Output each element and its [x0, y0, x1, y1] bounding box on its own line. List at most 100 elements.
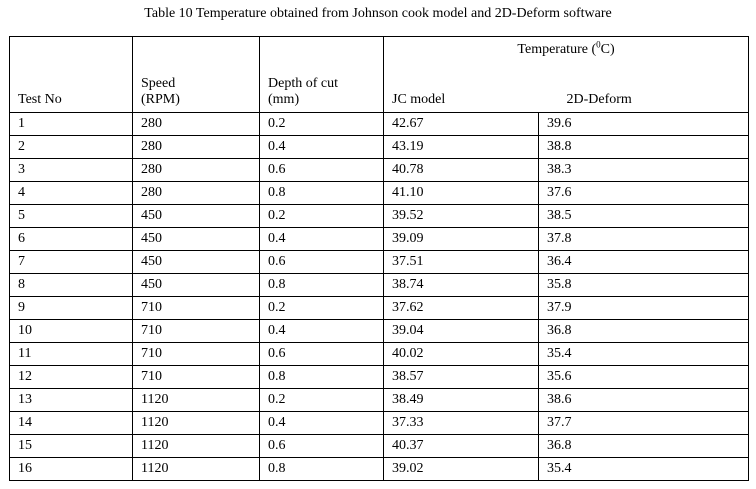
jc-model-cell: 39.04 [383, 319, 539, 343]
table-row: 13 1120 0.2 38.49 38.6 [9, 388, 750, 412]
deform-cell: 39.6 [537, 112, 750, 136]
depth-cell: 0.2 [259, 112, 384, 136]
table-row: 11 710 0.6 40.02 35.4 [9, 342, 750, 366]
header-jc-model: JC model [383, 63, 539, 113]
depth-cell: 0.4 [259, 411, 384, 435]
table-row: 14 1120 0.4 37.33 37.7 [9, 411, 750, 435]
header-speed: Speed (RPM) [132, 36, 260, 113]
header-temperature-prefix: Temperature ( [517, 42, 597, 57]
header-row-top: Test No Speed (RPM) Depth of cut (mm) Te… [9, 36, 750, 113]
deform-cell: 38.8 [537, 135, 750, 159]
jc-model-cell: 40.02 [383, 342, 539, 366]
header-2d-deform: 2D-Deform [538, 63, 750, 113]
header-depth-label: Depth of cut [268, 76, 338, 91]
speed-cell: 1120 [132, 434, 260, 458]
table-row: 7 450 0.6 37.51 36.4 [9, 250, 750, 274]
header-speed-unit: (RPM) [141, 92, 180, 107]
header-speed-label: Speed [141, 76, 176, 91]
depth-cell: 0.4 [259, 319, 384, 343]
jc-model-cell: 39.02 [383, 457, 539, 481]
deform-cell: 37.7 [537, 411, 750, 435]
table-row: 10 710 0.4 39.04 36.8 [9, 319, 750, 343]
depth-cell: 0.2 [259, 296, 384, 320]
jc-model-cell: 39.52 [383, 204, 539, 228]
header-test-no-label: Test No [18, 92, 62, 107]
depth-cell: 0.6 [259, 158, 384, 182]
speed-cell: 710 [132, 319, 260, 343]
table-row: 16 1120 0.8 39.02 35.4 [9, 457, 750, 481]
depth-cell: 0.8 [259, 365, 384, 389]
test-no-cell: 7 [9, 250, 133, 274]
speed-cell: 450 [132, 227, 260, 251]
deform-cell: 36.8 [537, 319, 750, 343]
jc-model-cell: 38.49 [383, 388, 539, 412]
deform-cell: 36.4 [537, 250, 750, 274]
deform-cell: 35.8 [537, 273, 750, 297]
table-row: 15 1120 0.6 40.37 36.8 [9, 434, 750, 458]
table-row: 4 280 0.8 41.10 37.6 [9, 181, 750, 205]
speed-cell: 1120 [132, 411, 260, 435]
deform-cell: 35.4 [537, 457, 750, 481]
speed-cell: 710 [132, 296, 260, 320]
test-no-cell: 2 [9, 135, 133, 159]
table-row: 9 710 0.2 37.62 37.9 [9, 296, 750, 320]
depth-cell: 0.4 [259, 227, 384, 251]
header-temperature-suffix: C) [600, 42, 615, 57]
test-no-cell: 3 [9, 158, 133, 182]
header-depth-of-cut: Depth of cut (mm) [259, 36, 384, 113]
deform-cell: 38.3 [537, 158, 750, 182]
deform-cell: 37.8 [537, 227, 750, 251]
table-body: 1 280 0.2 42.67 39.6 2 280 0.4 43.19 38.8 3 280 0.6 4… [9, 112, 750, 481]
jc-model-cell: 41.10 [383, 181, 539, 205]
test-no-cell: 6 [9, 227, 133, 251]
jc-model-cell: 38.74 [383, 273, 539, 297]
header-test-no: Test No [9, 36, 133, 113]
test-no-cell: 10 [9, 319, 133, 343]
deform-cell: 37.6 [537, 181, 750, 205]
speed-cell: 1120 [132, 388, 260, 412]
depth-cell: 0.4 [259, 135, 384, 159]
jc-model-cell: 37.62 [383, 296, 539, 320]
depth-cell: 0.8 [259, 273, 384, 297]
table-caption: Table 10 Temperature obtained from Johns… [144, 6, 612, 21]
test-no-cell: 5 [9, 204, 133, 228]
deform-cell: 38.5 [537, 204, 750, 228]
table-row: 3 280 0.6 40.78 38.3 [9, 158, 750, 182]
table-row: 12 710 0.8 38.57 35.6 [9, 365, 750, 389]
temperature-table: Test No Speed (RPM) Depth of cut (mm) Te… [9, 36, 750, 481]
deform-cell: 35.6 [537, 365, 750, 389]
jc-model-cell: 39.09 [383, 227, 539, 251]
header-row-bottom: JC model 2D-Deform [10, 63, 750, 113]
speed-cell: 450 [132, 250, 260, 274]
depth-cell: 0.6 [259, 434, 384, 458]
jc-model-cell: 40.37 [383, 434, 539, 458]
test-no-cell: 8 [9, 273, 133, 297]
speed-cell: 710 [132, 365, 260, 389]
test-no-cell: 1 [9, 112, 133, 136]
test-no-cell: 16 [9, 457, 133, 481]
jc-model-cell: 43.19 [383, 135, 539, 159]
depth-cell: 0.6 [259, 250, 384, 274]
test-no-cell: 9 [9, 296, 133, 320]
deform-cell: 36.8 [537, 434, 750, 458]
table-row: 2 280 0.4 43.19 38.8 [9, 135, 750, 159]
jc-model-cell: 42.67 [383, 112, 539, 136]
table-row: 1 280 0.2 42.67 39.6 [9, 112, 750, 136]
header-temperature-degree: 0 [596, 39, 601, 50]
speed-cell: 450 [132, 273, 260, 297]
test-no-cell: 14 [9, 411, 133, 435]
test-no-cell: 12 [9, 365, 133, 389]
depth-cell: 0.6 [259, 342, 384, 366]
deform-cell: 38.6 [537, 388, 750, 412]
speed-cell: 710 [132, 342, 260, 366]
jc-model-cell: 37.33 [383, 411, 539, 435]
speed-cell: 280 [132, 112, 260, 136]
table-row: 6 450 0.4 39.09 37.8 [9, 227, 750, 251]
deform-cell: 35.4 [537, 342, 750, 366]
speed-cell: 280 [132, 135, 260, 159]
header-temperature: Temperature (0C) [382, 36, 750, 63]
speed-cell: 1120 [132, 457, 260, 481]
test-no-cell: 4 [9, 181, 133, 205]
jc-model-cell: 38.57 [383, 365, 539, 389]
speed-cell: 450 [132, 204, 260, 228]
